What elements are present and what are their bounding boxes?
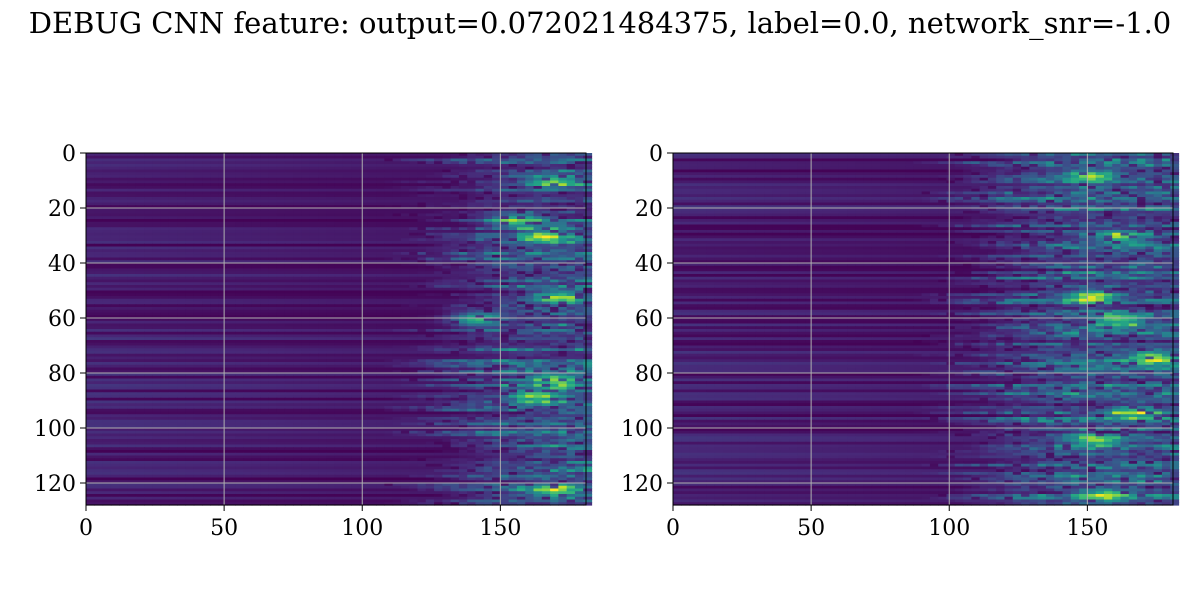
y-tick-label: 100	[621, 417, 663, 442]
y-tick-label: 120	[621, 472, 663, 497]
y-tick-label: 100	[34, 417, 76, 442]
y-tick-label: 20	[635, 197, 663, 222]
heatmap-panel-left: 0 50 100 150 0 20 40 60 80 100 120	[34, 142, 593, 541]
figure-title: DEBUG CNN feature: output=0.072021484375…	[28, 6, 1172, 40]
heatmap-cells	[673, 153, 1180, 506]
y-tick-label: 40	[635, 252, 663, 277]
x-tick-label: 0	[79, 516, 93, 541]
x-tick-label: 150	[479, 516, 521, 541]
y-tick-label: 60	[635, 307, 663, 332]
y-tick-label: 60	[48, 307, 76, 332]
x-tick-label: 100	[341, 516, 383, 541]
x-tick-label: 50	[797, 516, 825, 541]
y-tick-label: 40	[48, 252, 76, 277]
x-tick-label: 0	[666, 516, 680, 541]
axes-frame	[85, 152, 587, 506]
heatmap-cells	[86, 153, 593, 506]
heatmap-panel-right: 0 50 100 150 0 20 40 60 80 100 120	[621, 142, 1180, 541]
x-tick-label: 100	[928, 516, 970, 541]
axes-frame	[672, 152, 1174, 506]
y-tick-label: 0	[62, 142, 76, 167]
y-tick-label: 0	[649, 142, 663, 167]
y-tick-label: 80	[635, 362, 663, 387]
y-tick-label: 20	[48, 197, 76, 222]
y-tick-label: 120	[34, 472, 76, 497]
y-tick-label: 80	[48, 362, 76, 387]
x-tick-label: 150	[1066, 516, 1108, 541]
x-tick-label: 50	[210, 516, 238, 541]
